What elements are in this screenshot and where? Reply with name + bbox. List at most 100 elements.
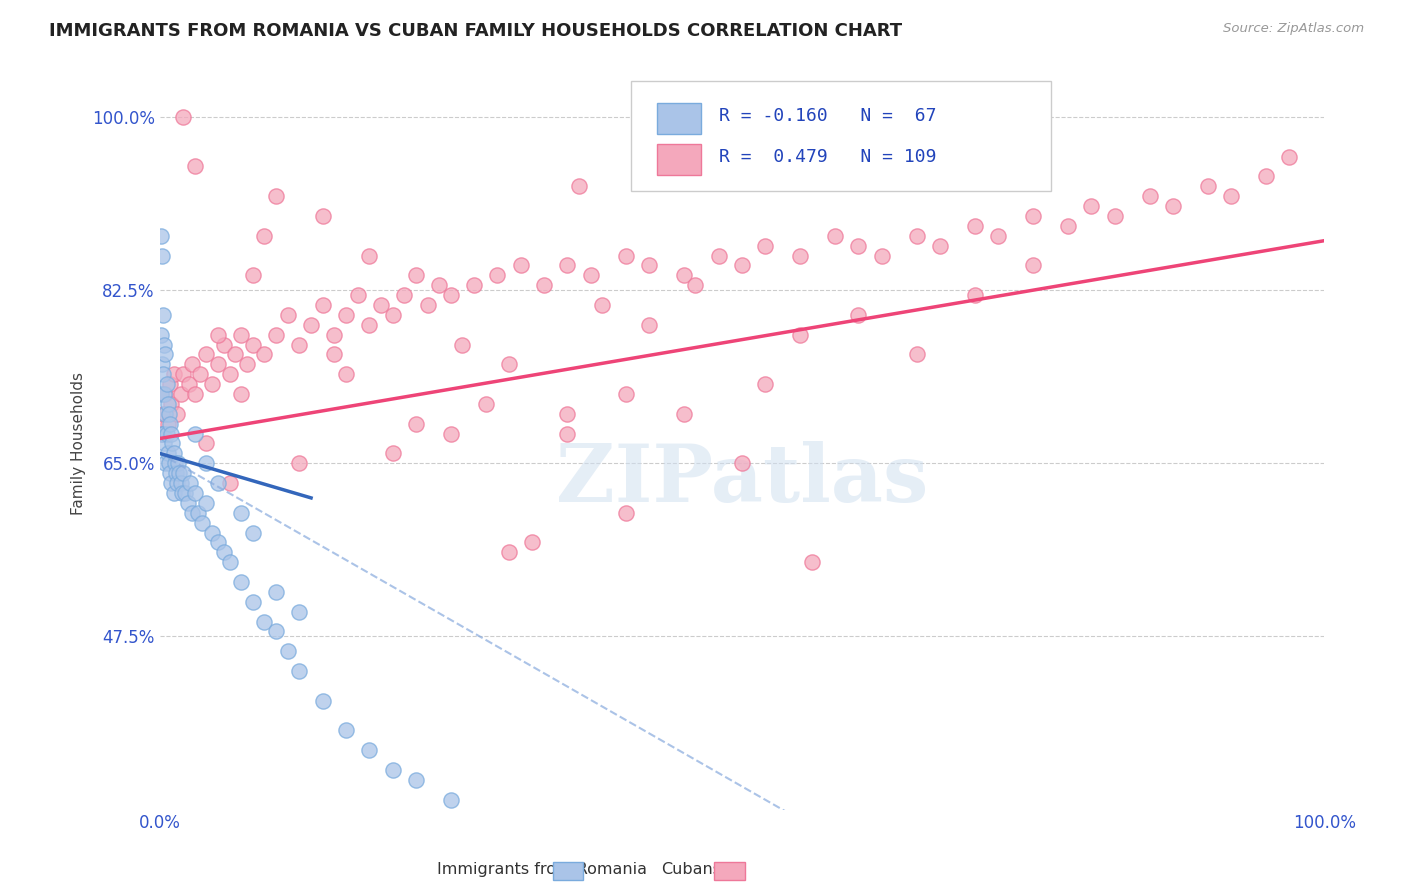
- Point: [463, 278, 485, 293]
- Point: [707, 248, 730, 262]
- Point: [1080, 199, 1102, 213]
- Point: [405, 417, 427, 431]
- Point: [405, 772, 427, 787]
- Point: [614, 248, 637, 262]
- Point: [359, 248, 381, 262]
- Point: [153, 387, 176, 401]
- Point: [870, 248, 893, 262]
- Point: [207, 476, 229, 491]
- Text: ZIPatlas: ZIPatlas: [555, 442, 928, 519]
- Point: [754, 238, 776, 252]
- Point: [359, 318, 381, 332]
- Point: [522, 535, 544, 549]
- Point: [159, 466, 181, 480]
- Point: [312, 694, 335, 708]
- Point: [183, 486, 205, 500]
- Text: Source: ZipAtlas.com: Source: ZipAtlas.com: [1223, 22, 1364, 36]
- Point: [190, 516, 212, 530]
- Point: [509, 259, 531, 273]
- Point: [264, 189, 287, 203]
- Point: [160, 397, 183, 411]
- Point: [672, 407, 695, 421]
- Point: [176, 496, 198, 510]
- Point: [614, 506, 637, 520]
- Point: [218, 476, 240, 491]
- Point: [555, 259, 578, 273]
- Point: [150, 426, 173, 441]
- Point: [1022, 209, 1045, 223]
- Point: [264, 327, 287, 342]
- Point: [440, 288, 463, 302]
- Point: [162, 368, 184, 382]
- FancyBboxPatch shape: [657, 103, 702, 134]
- Point: [207, 357, 229, 371]
- Point: [172, 368, 194, 382]
- Point: [195, 436, 218, 450]
- Point: [207, 535, 229, 549]
- Point: [156, 417, 179, 431]
- Text: Immigrants from Romania: Immigrants from Romania: [437, 863, 647, 877]
- Text: R = -0.160   N =  67: R = -0.160 N = 67: [718, 107, 936, 125]
- Point: [1256, 169, 1278, 184]
- Point: [156, 446, 179, 460]
- Point: [150, 357, 173, 371]
- Point: [486, 268, 509, 283]
- Point: [187, 506, 209, 520]
- Point: [149, 387, 172, 401]
- Point: [167, 456, 190, 470]
- Point: [637, 259, 659, 273]
- Point: [163, 456, 186, 470]
- Point: [149, 228, 172, 243]
- Point: [731, 456, 754, 470]
- Point: [591, 298, 613, 312]
- Point: [335, 308, 357, 322]
- Point: [159, 417, 181, 431]
- Point: [195, 456, 218, 470]
- Point: [183, 426, 205, 441]
- Point: [427, 278, 450, 293]
- Point: [183, 387, 205, 401]
- Point: [440, 426, 463, 441]
- Point: [277, 308, 299, 322]
- Point: [172, 466, 194, 480]
- Point: [568, 179, 591, 194]
- Point: [166, 476, 188, 491]
- Point: [162, 446, 184, 460]
- Point: [1278, 150, 1301, 164]
- Point: [157, 456, 180, 470]
- Point: [190, 368, 212, 382]
- Point: [157, 407, 180, 421]
- Point: [440, 792, 463, 806]
- Point: [848, 308, 870, 322]
- Point: [637, 318, 659, 332]
- Point: [156, 377, 179, 392]
- Point: [242, 268, 264, 283]
- Point: [323, 347, 346, 361]
- Point: [1104, 209, 1126, 223]
- Point: [166, 407, 188, 421]
- Point: [288, 456, 311, 470]
- Point: [179, 476, 201, 491]
- Point: [231, 506, 253, 520]
- Point: [201, 525, 224, 540]
- Point: [288, 664, 311, 678]
- Point: [183, 160, 205, 174]
- Point: [498, 357, 520, 371]
- Point: [153, 337, 176, 351]
- Y-axis label: Family Households: Family Households: [72, 372, 86, 515]
- Point: [195, 347, 218, 361]
- Point: [170, 486, 193, 500]
- Point: [1022, 259, 1045, 273]
- Point: [1197, 179, 1219, 194]
- Text: IMMIGRANTS FROM ROMANIA VS CUBAN FAMILY HOUSEHOLDS CORRELATION CHART: IMMIGRANTS FROM ROMANIA VS CUBAN FAMILY …: [49, 22, 903, 40]
- Point: [614, 387, 637, 401]
- Point: [152, 368, 174, 382]
- Point: [231, 327, 253, 342]
- Point: [312, 298, 335, 312]
- Point: [253, 347, 276, 361]
- Point: [149, 327, 172, 342]
- Point: [381, 446, 404, 460]
- Point: [498, 545, 520, 559]
- Point: [451, 337, 474, 351]
- Point: [162, 486, 184, 500]
